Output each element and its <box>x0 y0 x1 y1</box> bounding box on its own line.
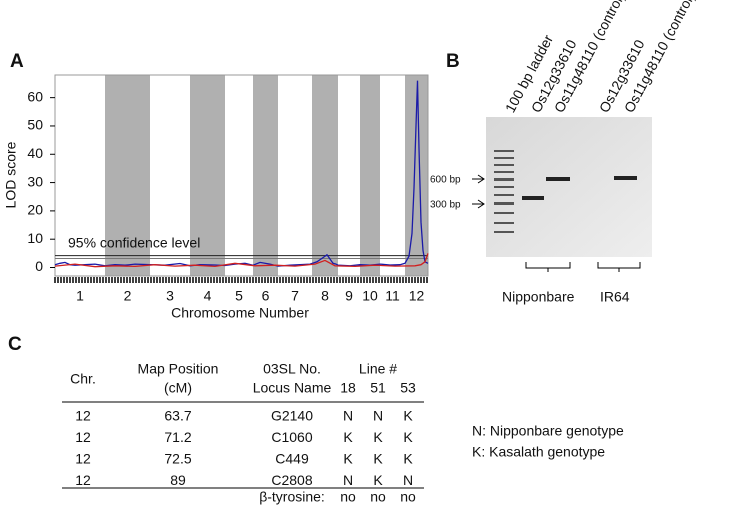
table-cell: 12 <box>75 408 91 424</box>
table-cell: K <box>343 429 353 445</box>
table-footer: no <box>370 489 386 505</box>
chromosome-band <box>105 75 150 276</box>
table-cell: 12 <box>75 451 91 467</box>
table-cell: 12 <box>75 472 91 488</box>
panel-letter: A <box>10 51 24 72</box>
x-tick-label: 7 <box>291 288 299 304</box>
chromosome-band <box>278 75 312 276</box>
table-cell: 71.2 <box>164 429 191 445</box>
chromosome-band <box>190 75 225 276</box>
table-header: Map Position <box>138 361 219 377</box>
x-tick-label: 5 <box>235 288 243 304</box>
table-cell: 89 <box>170 472 186 488</box>
x-tick-label: 12 <box>409 288 425 304</box>
table-cell: C1060 <box>271 429 312 445</box>
table-cell: N <box>373 408 383 424</box>
chromosome-band <box>405 75 428 276</box>
table-cell: N <box>343 472 353 488</box>
x-tick-label: 9 <box>345 288 353 304</box>
y-tick-label: 0 <box>35 258 43 274</box>
chromosome-band <box>55 75 105 276</box>
lod-curve <box>54 80 429 267</box>
x-tick-label: 2 <box>124 288 132 304</box>
gel-panel: 600 bp 300 bp Nipponbare IR64 100 bp lad… <box>430 0 698 305</box>
chromosome-band <box>338 75 360 276</box>
x-tick-label: 11 <box>385 288 400 304</box>
table-cell: N <box>403 472 413 488</box>
table-footer: no <box>400 489 416 505</box>
table-header: 51 <box>370 380 386 396</box>
legend-text: N: Nipponbare genotype <box>472 423 624 439</box>
x-tick-label: 1 <box>76 288 84 304</box>
threshold-label: 95% confidence level <box>68 235 200 251</box>
x-tick-label: 4 <box>204 288 212 304</box>
table-footer: β-tyrosine: <box>259 489 325 505</box>
chromosome-band <box>253 75 278 276</box>
table-cell: C449 <box>275 451 309 467</box>
panel-letter: B <box>446 51 460 72</box>
x-tick-label: 8 <box>321 288 329 304</box>
plot-frame <box>54 74 429 277</box>
table-footer: no <box>340 489 356 505</box>
chromosome-band <box>225 75 253 276</box>
table-header: Chr. <box>70 371 96 387</box>
y-tick-label: 50 <box>27 117 43 133</box>
table-cell: K <box>403 408 413 424</box>
chromosome-band <box>312 75 338 276</box>
y-tick-label: 20 <box>27 202 43 218</box>
genotype-table: Chr. Map Position (cM) 03SL No. Locus Name Li… <box>62 361 624 505</box>
size-marker: 300 bp <box>430 200 461 211</box>
y-axis-label: LOD score <box>3 141 19 208</box>
table-cell: C2808 <box>271 472 312 488</box>
x-axis-label: Chromosome Number <box>171 305 309 321</box>
gel-band <box>546 177 570 181</box>
table-cell: 72.5 <box>164 451 191 467</box>
table-header: 03SL No. <box>263 361 321 377</box>
group-label: IR64 <box>600 289 630 305</box>
lod-curve <box>54 253 429 268</box>
chromosome-band <box>360 75 380 276</box>
gel-band <box>614 176 637 180</box>
arrows <box>472 174 641 272</box>
y-tick-label: 40 <box>27 145 43 161</box>
table-header: (cM) <box>164 380 192 396</box>
group-label: Nipponbare <box>502 289 575 305</box>
ladder <box>494 150 514 233</box>
x-tick-label: 3 <box>166 288 174 304</box>
table-header: 18 <box>340 380 356 396</box>
y-tick-label: 60 <box>27 88 43 104</box>
table-cell: K <box>373 429 383 445</box>
table-cell: K <box>373 472 383 488</box>
panel-letter: C <box>8 334 22 355</box>
y-tick-label: 10 <box>27 230 43 246</box>
gel-band <box>522 196 544 200</box>
table-cell: N <box>343 408 353 424</box>
table-cell: K <box>403 429 413 445</box>
chromosome-band <box>380 75 405 276</box>
table-cell: G2140 <box>271 408 313 424</box>
x-tick-label: 6 <box>262 288 270 304</box>
table-header: Locus Name <box>253 380 332 396</box>
table-header: 53 <box>400 380 416 396</box>
table-cell: K <box>373 451 383 467</box>
x-tick-label: 10 <box>362 288 378 304</box>
table-header: Line # <box>359 361 397 377</box>
table-cell: K <box>403 451 413 467</box>
table-cell: 12 <box>75 429 91 445</box>
table-cell: 63.7 <box>164 408 191 424</box>
chromosome-band <box>150 75 190 276</box>
table-cell: K <box>343 451 353 467</box>
y-tick-label: 30 <box>27 173 43 189</box>
legend-text: K: Kasalath genotype <box>472 444 605 460</box>
size-marker: 600 bp <box>430 175 461 186</box>
